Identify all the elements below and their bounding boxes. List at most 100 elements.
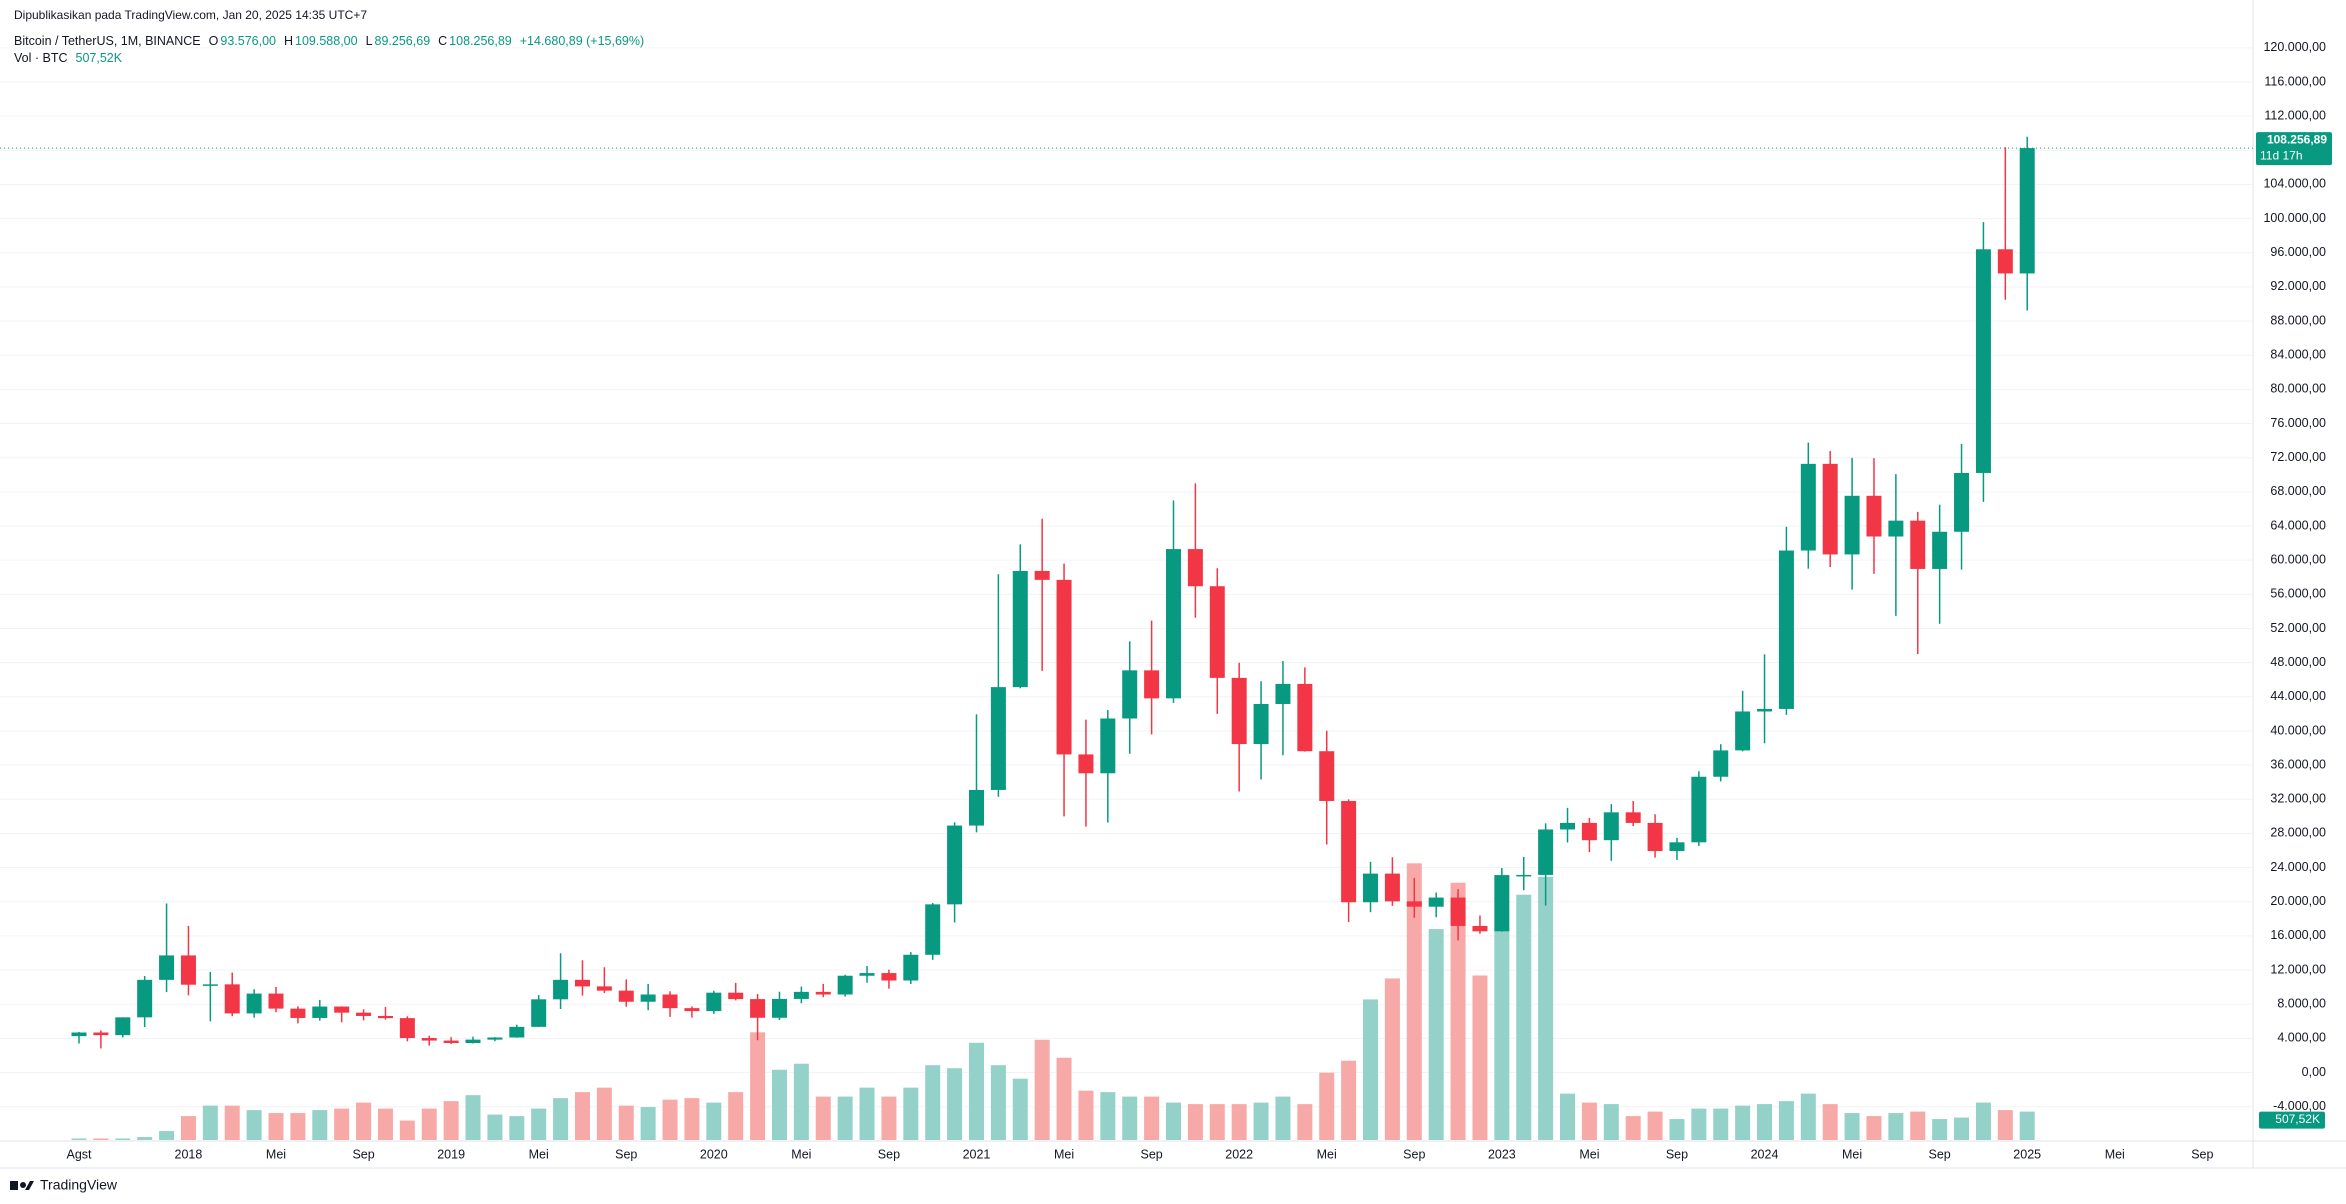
candle-body [815, 991, 831, 995]
volume-bar [706, 1102, 722, 1140]
candle-body [1778, 550, 1794, 709]
volume-bar [1778, 1101, 1794, 1140]
y-tick-label: 60.000,00 [2270, 552, 2326, 566]
volume-bar [180, 1116, 196, 1140]
volume-bar [1297, 1104, 1313, 1140]
candle-body [1647, 822, 1663, 852]
candle-body [859, 973, 875, 976]
candle-body [596, 986, 612, 991]
volume-bar [1275, 1096, 1291, 1140]
candle-body [356, 1012, 372, 1016]
candle-body [1691, 776, 1707, 843]
candle-body [377, 1015, 393, 1019]
volume-bar [1319, 1072, 1335, 1140]
y-tick-label: 4.000,00 [2277, 1031, 2326, 1045]
candle-body [1034, 570, 1050, 580]
candle-body [1187, 549, 1203, 587]
volume-bar [684, 1098, 700, 1140]
candle-body [793, 991, 809, 999]
volume-bar [1954, 1117, 1970, 1140]
volume-bar [115, 1138, 131, 1140]
y-tick-label: 84.000,00 [2270, 348, 2326, 362]
candle-body [1669, 842, 1685, 852]
candle-body [1800, 463, 1816, 551]
candle-body [968, 789, 984, 826]
volume-bar [268, 1113, 284, 1140]
volume-bar [640, 1107, 656, 1140]
candle-body [574, 979, 590, 987]
volume-bar [925, 1065, 941, 1140]
candle-body [1516, 874, 1532, 877]
key: L [365, 34, 373, 48]
volume-name: Vol · BTC [14, 51, 68, 65]
y-tick-label: 68.000,00 [2270, 484, 2326, 498]
y-tick-label: 28.000,00 [2270, 826, 2326, 840]
price-label: 108.256,89 [2267, 132, 2327, 146]
y-tick-label: 24.000,00 [2270, 860, 2326, 874]
x-tick-label: Mei [529, 1147, 549, 1161]
volume-bar [1997, 1110, 2013, 1140]
x-tick-label: Sep [2191, 1147, 2213, 1161]
volume-bar [356, 1102, 372, 1140]
x-tick-label: 2018 [175, 1147, 203, 1161]
volume-bar [1844, 1113, 1860, 1140]
value: 108.256,89 [449, 34, 512, 48]
volume-bar [1975, 1102, 1991, 1140]
candle-body [1954, 472, 1970, 532]
candle-body [1012, 570, 1028, 688]
y-tick-label: 72.000,00 [2270, 450, 2326, 464]
candle-body [71, 1032, 87, 1037]
countdown: 11d 17h [2260, 148, 2303, 162]
candle-body [1472, 925, 1488, 932]
volume-bar [509, 1116, 525, 1140]
volume-bar [947, 1068, 963, 1140]
volume-bar [596, 1087, 612, 1140]
candle-body [925, 904, 941, 955]
candle-body [618, 990, 634, 1002]
candle-body [1910, 520, 1926, 569]
brand: TradingView [40, 1177, 118, 1193]
candle-body [115, 1017, 131, 1036]
candle-body [728, 992, 744, 1000]
volume-bar [1363, 999, 1379, 1140]
volume-bar [312, 1110, 328, 1140]
candle-body [771, 998, 787, 1018]
volume-bar [443, 1101, 459, 1140]
candle-body [1538, 829, 1554, 875]
x-tick-label: Sep [1666, 1147, 1688, 1161]
volume-bar [1231, 1104, 1247, 1140]
x-tick-label: 2019 [437, 1147, 465, 1161]
volume-bar [1012, 1078, 1028, 1140]
y-tick-label: 44.000,00 [2270, 689, 2326, 703]
volume-bar [1166, 1102, 1181, 1140]
header: Dipublikasikan pada TradingView.com, Jan… [14, 8, 367, 22]
candle-body [1166, 549, 1181, 699]
volume-bar [1603, 1104, 1619, 1140]
volume-bar [662, 1099, 678, 1140]
value: 89.256,69 [374, 34, 431, 48]
volume-bar [202, 1105, 218, 1140]
candle-body [202, 984, 218, 986]
candle-body [1319, 751, 1335, 801]
candle-body [1757, 708, 1773, 712]
x-tick-label: 2023 [1488, 1147, 1516, 1161]
candle-body [1428, 897, 1444, 907]
y-tick-label: 56.000,00 [2270, 587, 2326, 601]
candle-body [881, 973, 897, 981]
volume-bar [903, 1087, 919, 1140]
volume-bar [1800, 1093, 1816, 1140]
volume-bar [750, 1032, 766, 1140]
volume-bar [399, 1120, 415, 1140]
volume-bar [1122, 1096, 1138, 1140]
candle-body [1713, 750, 1729, 777]
y-tick-label: -4.000,00 [2273, 1099, 2326, 1113]
y-tick-label: 52.000,00 [2270, 621, 2326, 635]
volume-bar [1494, 929, 1510, 1140]
candle-body [246, 993, 262, 1014]
x-tick-label: Sep [878, 1147, 900, 1161]
y-tick-label: 12.000,00 [2270, 962, 2326, 976]
candle-body [137, 979, 153, 1018]
volume-bar [1538, 876, 1554, 1140]
volume-bar [815, 1096, 831, 1140]
